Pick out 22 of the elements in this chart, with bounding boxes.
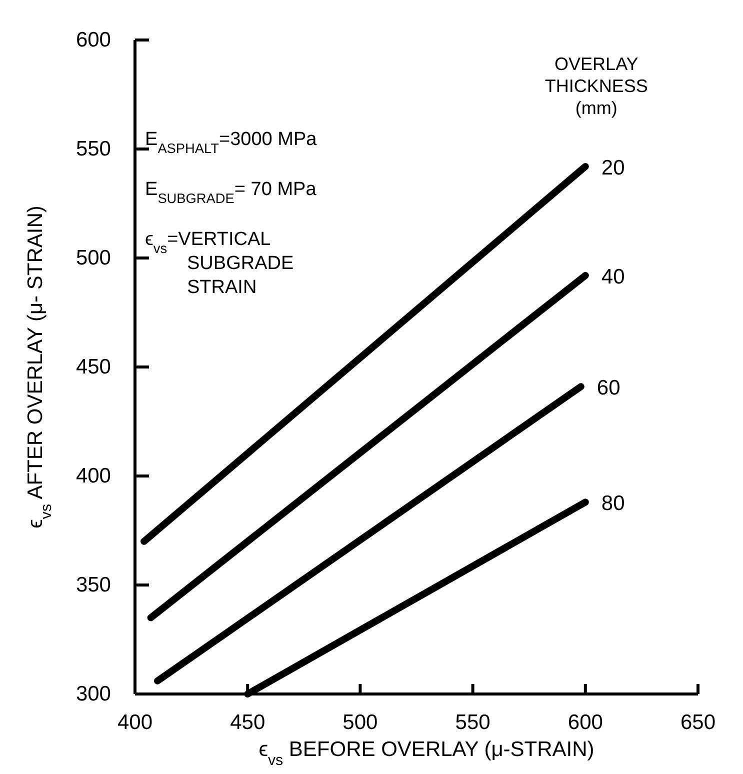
y-tick-label: 600: [76, 28, 111, 52]
series-label: 80: [601, 492, 625, 516]
series-label: 60: [596, 376, 620, 400]
x-tick-label: 400: [117, 710, 153, 734]
y-tick-label: 400: [76, 464, 111, 488]
x-tick-label: 450: [230, 710, 266, 734]
y-tick-label: 300: [76, 682, 111, 706]
x-tick-label: 550: [455, 710, 490, 734]
series-label: 20: [601, 156, 625, 180]
series-label: 40: [601, 265, 625, 288]
annotation: ϵ$_{vs}$=VERTICAL SUBGRADE STRAIN: [145, 229, 294, 298]
y-tick-label: 550: [76, 138, 111, 161]
annotation: E$_{SUBGRADE}$= 70 MPa: [145, 179, 317, 206]
x-tick-label: 650: [680, 710, 716, 734]
annotation: E$_{ASPHALT}$=3000 MPa: [145, 129, 318, 156]
y-tick-label: 500: [76, 246, 111, 270]
x-axis-title: ϵ$_{vs}$ BEFORE OVERLAY (μ-STRAIN): [258, 738, 594, 768]
legend-title: OVERLAY THICKNESS (mm): [544, 54, 648, 118]
y-tick-label: 450: [76, 356, 111, 379]
x-tick-label: 500: [342, 710, 378, 734]
x-tick-label: 600: [568, 710, 603, 734]
y-tick-label: 350: [76, 574, 111, 597]
